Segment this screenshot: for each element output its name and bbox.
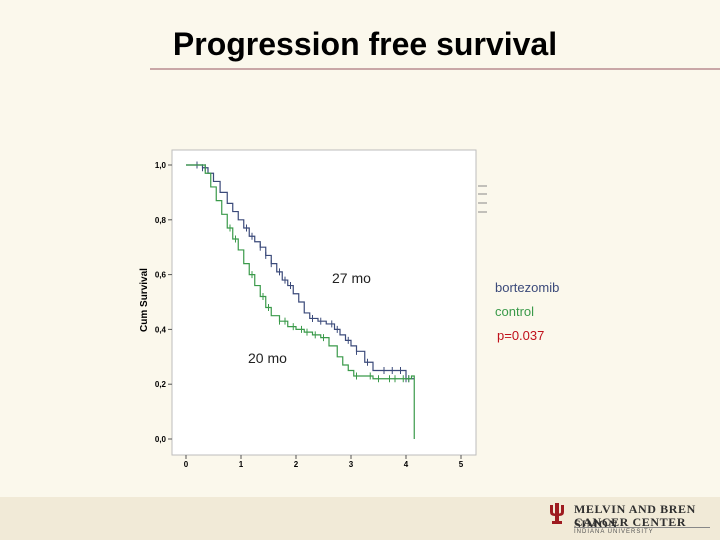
footer-bar: [0, 497, 720, 540]
y-tick-label: 0,8: [155, 216, 167, 225]
bortezomib-median-label: 27 mo: [332, 270, 371, 286]
x-tick-label: 4: [404, 460, 409, 469]
series-line-control: [186, 164, 415, 439]
legend-control: control: [495, 304, 535, 319]
logo-divider: [574, 527, 710, 528]
logo-line-3: INDIANA UNIVERSITY: [574, 529, 654, 535]
y-tick-label: 0,2: [155, 380, 167, 389]
slide-title: Progression free survival: [172, 26, 558, 62]
x-tick-label: 3: [349, 460, 354, 469]
trident-icon: [550, 503, 564, 524]
p-value-label: p=0.037: [497, 328, 545, 343]
y-tick-label: 0,6: [155, 271, 167, 280]
x-tick-label: 5: [459, 460, 464, 469]
chart-axes: 0,0 0,2 0,4 0,6 0,8 1,0 0 1 2 3 4 5: [155, 149, 487, 469]
x-tick-label: 1: [239, 460, 244, 469]
y-axis-label: Cum Survival: [139, 268, 150, 332]
y-tick-label: 0,4: [155, 325, 167, 334]
logo-line-2: CANCER CENTER: [574, 515, 687, 529]
title-underline: [150, 68, 720, 70]
chart-series: [186, 161, 415, 439]
legend-bortezomib: bortezomib: [495, 280, 560, 295]
series-line-bortezomib: [186, 164, 415, 380]
x-tick-label: 2: [294, 460, 299, 469]
plot-area: [171, 149, 477, 456]
control-median-label: 20 mo: [248, 350, 287, 366]
x-tick-label: 0: [184, 460, 189, 469]
y-tick-label: 0,0: [155, 435, 167, 444]
y-tick-label: 1,0: [155, 161, 167, 170]
